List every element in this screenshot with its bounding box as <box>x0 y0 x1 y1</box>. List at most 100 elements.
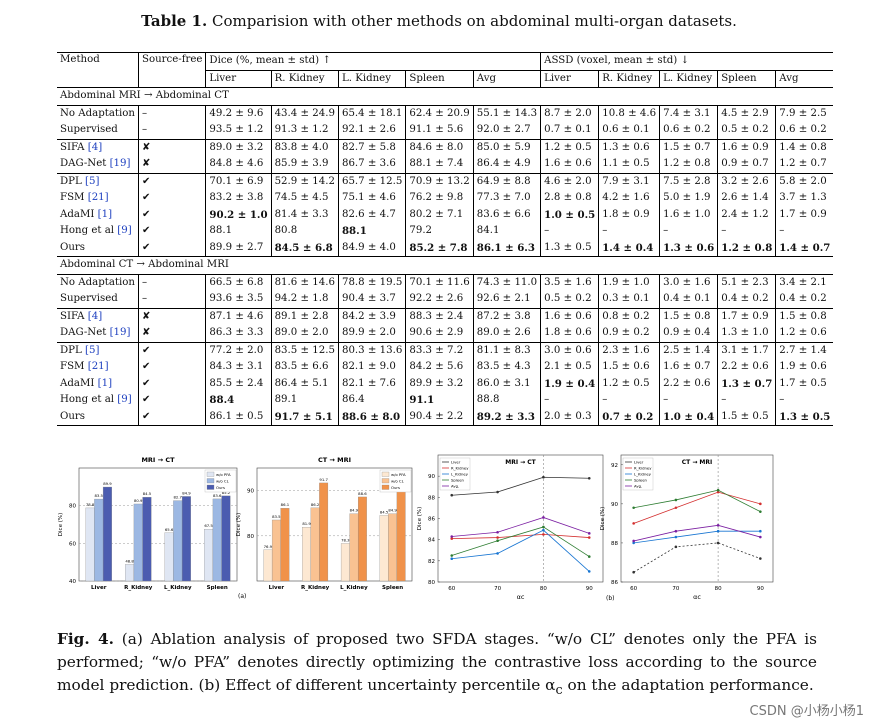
table-row: Hong et al [9] ✔ 88.1 80.8 88.1 79.2 84.1– – – – – <box>57 223 834 240</box>
bar <box>125 564 135 582</box>
table-cell: 8.7 ± 2.0 <box>540 104 599 122</box>
legend-label: R_Kidney <box>451 466 469 471</box>
table-cell: 1.5 ± 0.7 <box>659 138 718 156</box>
bar <box>102 486 112 582</box>
table-cell: 89.9 ± 2.0 <box>337 325 406 342</box>
data-point <box>632 570 635 574</box>
section-header: Abdominal MRI → Abdominal CT <box>57 87 834 105</box>
x-tick-label: Spleen <box>382 585 403 591</box>
table-cell: 82.1 ± 9.0 <box>337 359 406 376</box>
table-cell: 90.2 ± 1.0 <box>205 206 272 223</box>
table-row: FSM [21] ✔ 84.3 ± 3.1 83.5 ± 6.6 82.1 ± 9.0 8… <box>57 359 834 376</box>
table-cell: 90.4 ± 2.2 <box>405 408 474 426</box>
table-cell: 4.6 ± 2.0 <box>540 172 599 190</box>
legend-label: w/o CL <box>216 479 230 484</box>
bar <box>310 507 320 582</box>
bar-value-label: 48.8 <box>125 558 134 563</box>
bar <box>340 543 350 582</box>
table-cell: 0.8 ± 0.2 <box>598 307 660 325</box>
table-cell: 93.5 ± 1.2 <box>205 122 272 139</box>
y-tick-label: 90 <box>611 502 618 508</box>
bar-value-label: 84.9 <box>350 508 359 513</box>
table-cell: 86.4 <box>337 392 406 409</box>
table-cell: 91.1 ± 5.6 <box>405 122 474 139</box>
table-cell: 93.6 ± 3.5 <box>205 291 272 308</box>
legend-label: Ours <box>216 485 225 490</box>
method-name: FSM [21] <box>57 190 138 207</box>
table-cell: 86.4 ± 4.9 <box>472 156 541 173</box>
table-cell: 0.6 ± 0.1 <box>598 122 660 139</box>
table-cell: 78.8 ± 19.5 <box>337 273 406 291</box>
x-tick-label: 60 <box>630 586 637 592</box>
citation: [4] <box>87 141 103 153</box>
data-point <box>632 522 635 525</box>
bar <box>142 497 152 582</box>
data-point <box>759 557 762 560</box>
method-name: DPL [5] <box>57 341 139 359</box>
source-free-mark: – <box>137 291 206 308</box>
table-caption-label: Table 1. <box>141 12 208 30</box>
table-cell: – <box>659 223 718 240</box>
table-cell: 83.5 ± 6.6 <box>270 359 339 376</box>
table-cell: 0.6 ± 0.2 <box>659 122 718 139</box>
data-point <box>496 552 499 555</box>
table-cell: 80.3 ± 13.6 <box>337 341 406 359</box>
table-cell: 1.9 ± 1.0 <box>598 273 660 291</box>
column-header: R. Kidney <box>270 70 339 88</box>
method-name: Supervised <box>57 291 138 308</box>
table-cell: 86.1 ± 0.5 <box>205 408 272 426</box>
y-tick-label: 88 <box>611 541 618 547</box>
table-cell: 1.5 ± 0.8 <box>775 307 834 325</box>
bar <box>396 488 406 582</box>
method-label: No Adaptation <box>60 276 135 288</box>
table-cell: 0.9 ± 0.7 <box>717 156 776 173</box>
method-label: SIFA <box>60 141 88 153</box>
series-line <box>451 529 590 572</box>
source-free-mark: ✔ <box>137 359 206 376</box>
legend-label: Ours <box>391 485 400 490</box>
column-header: Avg <box>775 70 834 88</box>
table-cell: 1.6 ± 0.6 <box>540 307 599 325</box>
bar <box>212 498 222 582</box>
data-point <box>496 530 499 534</box>
table-cell: 94.2 ± 1.8 <box>270 291 339 308</box>
bar <box>349 513 359 582</box>
series-line <box>451 476 590 496</box>
legend-label: Liver <box>451 460 461 465</box>
table-cell: – <box>775 392 834 409</box>
table-cell: 86.1 ± 6.3 <box>472 239 541 257</box>
series-line <box>633 524 761 542</box>
bar <box>263 549 273 582</box>
data-point <box>674 498 678 502</box>
legend-label: Avg. <box>634 484 642 489</box>
data-point <box>759 502 762 506</box>
data-point <box>716 524 720 527</box>
figure-caption-label: Fig. 4. <box>57 630 114 648</box>
series-line <box>633 491 761 524</box>
table-cell: 10.8 ± 4.6 <box>598 104 660 122</box>
data-point <box>496 490 499 494</box>
table-cell: 1.2 ± 0.5 <box>598 375 660 392</box>
table-cell: 82.7 ± 5.8 <box>337 138 406 156</box>
table-cell: – <box>598 392 660 409</box>
table-cell: 88.1 <box>205 223 272 240</box>
method-name: Ours <box>57 408 139 426</box>
table-cell: 1.8 ± 0.6 <box>540 325 599 342</box>
table-cell: 5.1 ± 2.3 <box>717 273 776 291</box>
bar <box>319 482 329 582</box>
method-label: FSM <box>60 361 88 372</box>
data-point <box>587 570 591 573</box>
y-tick-label: 80 <box>247 534 254 540</box>
x-tick-label: 70 <box>672 586 679 592</box>
table-cell: 89.1 <box>270 392 339 409</box>
table-row: AdaMI [1] ✔ 85.5 ± 2.4 86.4 ± 5.1 82.1 ± 7.6… <box>57 375 834 392</box>
y-axis-label: Dice (%) <box>600 507 606 530</box>
legend-label: Spleen <box>634 478 648 483</box>
table-row: Supervised –93.6 ± 3.5 94.2 ± 1.8 90.4 ± 3.… <box>57 291 834 308</box>
table-cell: 3.7 ± 1.3 <box>775 190 834 207</box>
bar-value-label: 78.3 <box>341 537 350 542</box>
table-cell: 2.4 ± 1.2 <box>717 206 776 223</box>
bar-value-label: 76.9 <box>264 544 273 549</box>
table-cell: 43.4 ± 24.9 <box>270 104 339 122</box>
bar-value-label: 88.6 <box>358 491 367 496</box>
